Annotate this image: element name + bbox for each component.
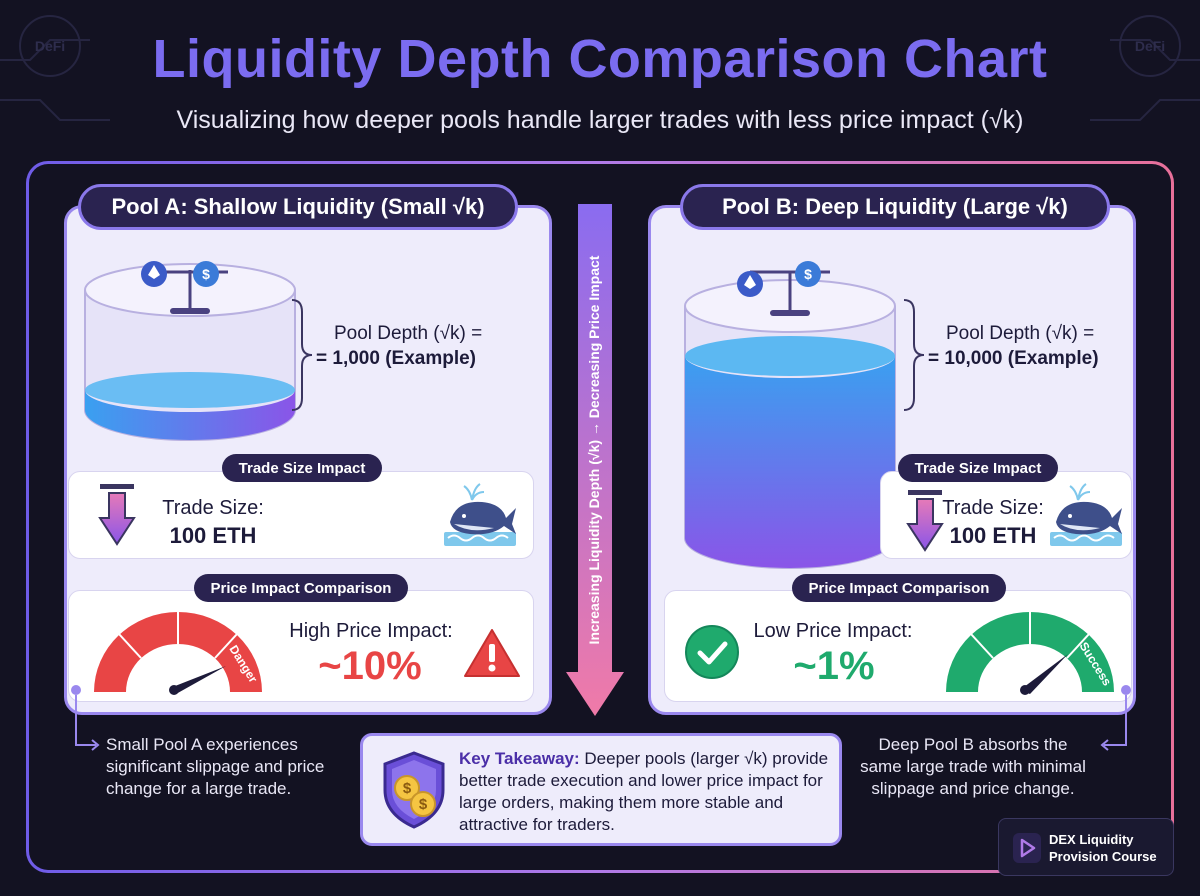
watermark-right: DeFi — [1135, 38, 1165, 54]
pool-b-title: Pool B: Deep Liquidity (Large √k) — [680, 184, 1110, 230]
pool-a-impact-tag: Price Impact Comparison — [194, 574, 408, 602]
pool-a-liquidity — [85, 390, 295, 440]
usdc-coin-icon — [193, 261, 219, 287]
usdc-coin-icon — [795, 261, 821, 287]
pool-b-trade-size: Trade Size: 100 ETH — [942, 497, 1044, 548]
pool-a-impact-label: High Price Impact: — [289, 620, 453, 642]
key-takeaway-text: Key Takeaway: Deeper pools (larger √k) p… — [459, 749, 829, 834]
pool-a-depth: Pool Depth (√k) = = 1,000 (Example) — [316, 323, 483, 369]
shield-coin-icon: $ $ — [383, 751, 445, 829]
whale-icon — [444, 483, 516, 546]
pool-a-cylinder: $ — [84, 261, 296, 441]
svg-text:$: $ — [202, 266, 210, 282]
pool-b-brace-icon — [903, 299, 925, 411]
watermark-left: DeFi — [35, 38, 65, 54]
warning-icon — [464, 629, 520, 677]
page-title: Liquidity Depth Comparison Chart — [152, 29, 1048, 89]
success-gauge-icon: Success — [946, 612, 1114, 695]
pool-b-impact-value: ~1% — [793, 644, 875, 688]
course-logo: DEX Liquidity Provision Course — [998, 818, 1174, 876]
pool-a-trade-size: Trade Size: 100 ETH — [162, 497, 264, 548]
svg-text:$: $ — [804, 266, 812, 282]
pool-b-trade-tag: Trade Size Impact — [898, 454, 1058, 482]
center-down-arrow-icon — [566, 204, 624, 716]
svg-text:$: $ — [419, 796, 428, 813]
down-arrow-icon — [906, 490, 944, 552]
pool-b-depth: Pool Depth (√k) = = 10,000 (Example) — [928, 323, 1099, 369]
logo-line-1: DEX Liquidity — [1049, 832, 1134, 847]
pool-b-liquidity — [685, 356, 895, 568]
pool-a-title: Pool A: Shallow Liquidity (Small √k) — [78, 184, 518, 230]
check-icon — [685, 625, 739, 679]
play-logo-icon — [1013, 833, 1041, 863]
pool-a-brace-icon — [291, 299, 313, 411]
down-arrow-icon — [98, 484, 136, 546]
key-takeaway-box: $ $ Key Takeaway: Deeper pools (larger √… — [360, 733, 842, 846]
svg-text:$: $ — [403, 780, 412, 797]
page-subtitle: Visualizing how deeper pools handle larg… — [176, 106, 1024, 134]
danger-gauge-icon: Danger — [94, 612, 262, 695]
pool-a-trade-tag: Trade Size Impact — [222, 454, 382, 482]
pool-a-note: Small Pool A experiences significant sli… — [106, 735, 325, 798]
pool-b-impact-tag: Price Impact Comparison — [792, 574, 1006, 602]
pool-b-impact-label: Low Price Impact: — [753, 620, 913, 642]
logo-line-2: Provision Course — [1049, 849, 1157, 864]
pool-b-note: Deep Pool B absorbs the same large trade… — [860, 735, 1086, 798]
pool-a-impact-value: ~10% — [318, 644, 422, 688]
whale-icon — [1050, 483, 1122, 546]
